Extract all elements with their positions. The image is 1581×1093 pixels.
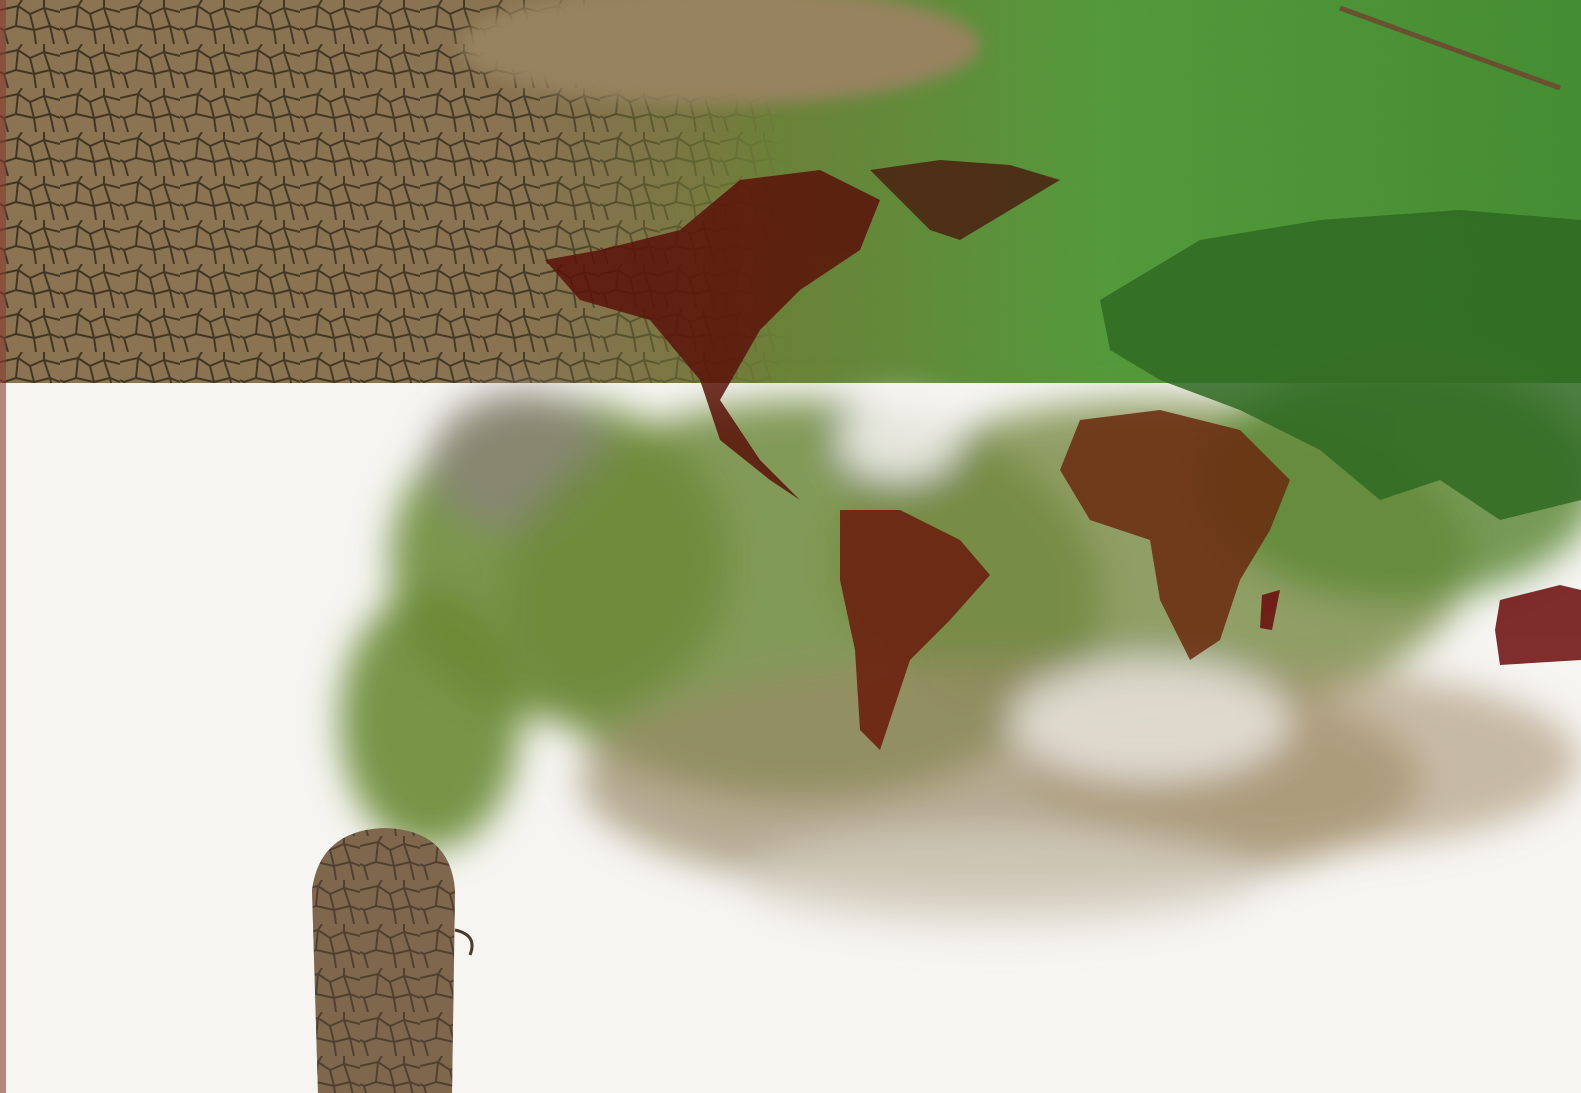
madagascar (1260, 590, 1280, 630)
smoke (340, 360, 1581, 930)
chimney-cracks (312, 828, 455, 1093)
north-america (545, 170, 880, 500)
eurasia (1100, 210, 1581, 520)
left-edge (0, 0, 6, 1093)
world-map (545, 160, 1581, 750)
chimney-hook (454, 928, 474, 956)
australia (1495, 585, 1581, 665)
south-america (840, 510, 990, 750)
africa (1060, 410, 1290, 660)
twig (1339, 5, 1561, 91)
greenland (870, 160, 1060, 240)
chimney (312, 828, 474, 1093)
